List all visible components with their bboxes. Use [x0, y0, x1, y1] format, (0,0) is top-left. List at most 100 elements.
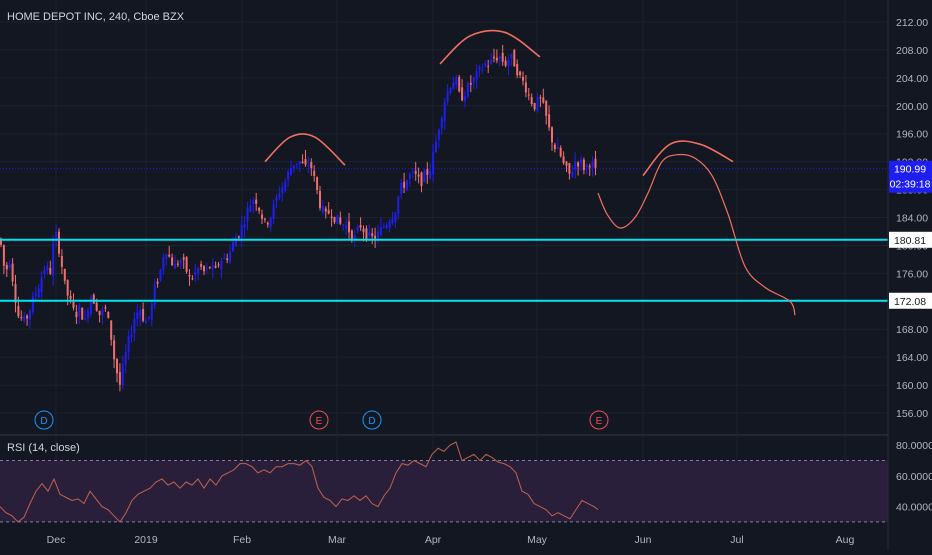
candle-body: [348, 221, 350, 233]
candle-body: [176, 263, 179, 265]
candle-body: [37, 288, 40, 298]
candle-body: [203, 266, 205, 272]
price-tick-label: 156.00: [896, 408, 928, 420]
time-tick-label: 2019: [134, 534, 158, 546]
candle-body: [516, 64, 519, 76]
current-price-label: 190.99: [894, 164, 926, 176]
candle-body: [252, 200, 255, 205]
candle-body: [571, 171, 574, 177]
candle-body: [258, 207, 261, 211]
price-tick-label: 208.00: [896, 45, 928, 57]
candle-body: [359, 225, 362, 228]
candle-body: [377, 231, 379, 238]
price-tick-label: 176.00: [896, 268, 928, 280]
drawn-arc[interactable]: [642, 140, 734, 177]
candle-body: [553, 144, 556, 150]
price-tick-label: 204.00: [896, 73, 928, 85]
drawn-arc[interactable]: [439, 29, 541, 65]
time-tick-label: Mar: [328, 534, 347, 546]
candle-body: [107, 311, 110, 318]
candle-body: [313, 170, 316, 176]
candle-body: [269, 217, 272, 228]
event-marker[interactable]: [362, 410, 382, 430]
candle-body: [342, 224, 345, 226]
candle-body: [60, 255, 63, 267]
time-tick-label: Feb: [233, 534, 251, 546]
time-tick-label: Apr: [425, 534, 442, 546]
candle-body: [200, 264, 203, 267]
candle-body: [458, 76, 461, 92]
candle-body: [98, 310, 101, 316]
candle-body: [147, 316, 150, 318]
horizontal-lines: [0, 168, 888, 302]
price-tick-label: 212.00: [896, 17, 928, 29]
candle-body: [513, 50, 516, 67]
candle-body: [295, 163, 298, 165]
candle-body: [5, 264, 8, 270]
candle-body: [307, 165, 310, 167]
projection-curve[interactable]: [597, 153, 796, 316]
candle-body: [284, 182, 287, 191]
time-axis[interactable]: Dec 2019 Feb Mar Apr May Jun Jul Aug: [47, 534, 855, 546]
candle-body: [118, 372, 121, 385]
candle-body: [316, 177, 319, 190]
candle-body: [446, 91, 449, 102]
candle-body: [333, 216, 336, 223]
candle-body: [220, 261, 223, 270]
event-marker[interactable]: [309, 410, 329, 430]
candle-body: [321, 206, 324, 213]
price-tick-label: 168.00: [896, 324, 928, 336]
candle-body: [14, 284, 17, 303]
event-marker-label: E: [596, 416, 603, 427]
candle-body: [472, 77, 475, 83]
candle-body: [382, 226, 385, 228]
candle-body: [237, 236, 240, 238]
candle-body: [298, 161, 301, 165]
candle-body: [397, 196, 400, 215]
candle-body: [188, 274, 191, 277]
candle-body: [301, 161, 304, 164]
candle-body: [368, 232, 371, 237]
candle-body: [429, 170, 432, 179]
candle-body: [487, 66, 490, 68]
event-marker[interactable]: [34, 410, 54, 430]
rsi-pane: [0, 441, 599, 523]
candle-body: [2, 245, 5, 266]
candle-body: [168, 254, 171, 257]
drawn-arc[interactable]: [264, 133, 346, 166]
candle-body: [11, 263, 14, 282]
candle-body: [443, 102, 446, 121]
candle-body: [287, 171, 290, 180]
candle-body: [414, 170, 417, 174]
event-marker[interactable]: [589, 410, 609, 430]
candle-body: [426, 168, 429, 175]
candle-body: [55, 232, 58, 241]
candle-body: [411, 171, 414, 173]
price-axis[interactable]: 212.00208.00204.00200.00196.00192.00188.…: [887, 0, 932, 550]
rsi-line: [0, 441, 599, 523]
candle-body: [388, 221, 391, 228]
candle-body: [594, 158, 597, 168]
candle-body: [89, 297, 92, 315]
candle-body: [394, 212, 397, 223]
candle-body: [29, 309, 31, 320]
candle-body: [324, 208, 327, 212]
candle-body: [46, 265, 49, 271]
candle-body: [211, 265, 214, 269]
event-marker-label: E: [316, 416, 323, 427]
candle-body: [461, 87, 464, 101]
candle-body: [34, 294, 37, 296]
candle-body: [432, 151, 435, 175]
candle-body: [101, 309, 104, 316]
candle-body: [182, 257, 185, 260]
grid: [0, 0, 888, 525]
candle-body: [23, 316, 26, 321]
candle-body: [275, 197, 278, 201]
candle-body: [591, 161, 594, 168]
candle-body: [481, 69, 484, 71]
candle-body: [406, 179, 408, 190]
candle-body: [234, 237, 237, 247]
candle-body: [223, 258, 226, 260]
candle-body: [530, 97, 533, 104]
